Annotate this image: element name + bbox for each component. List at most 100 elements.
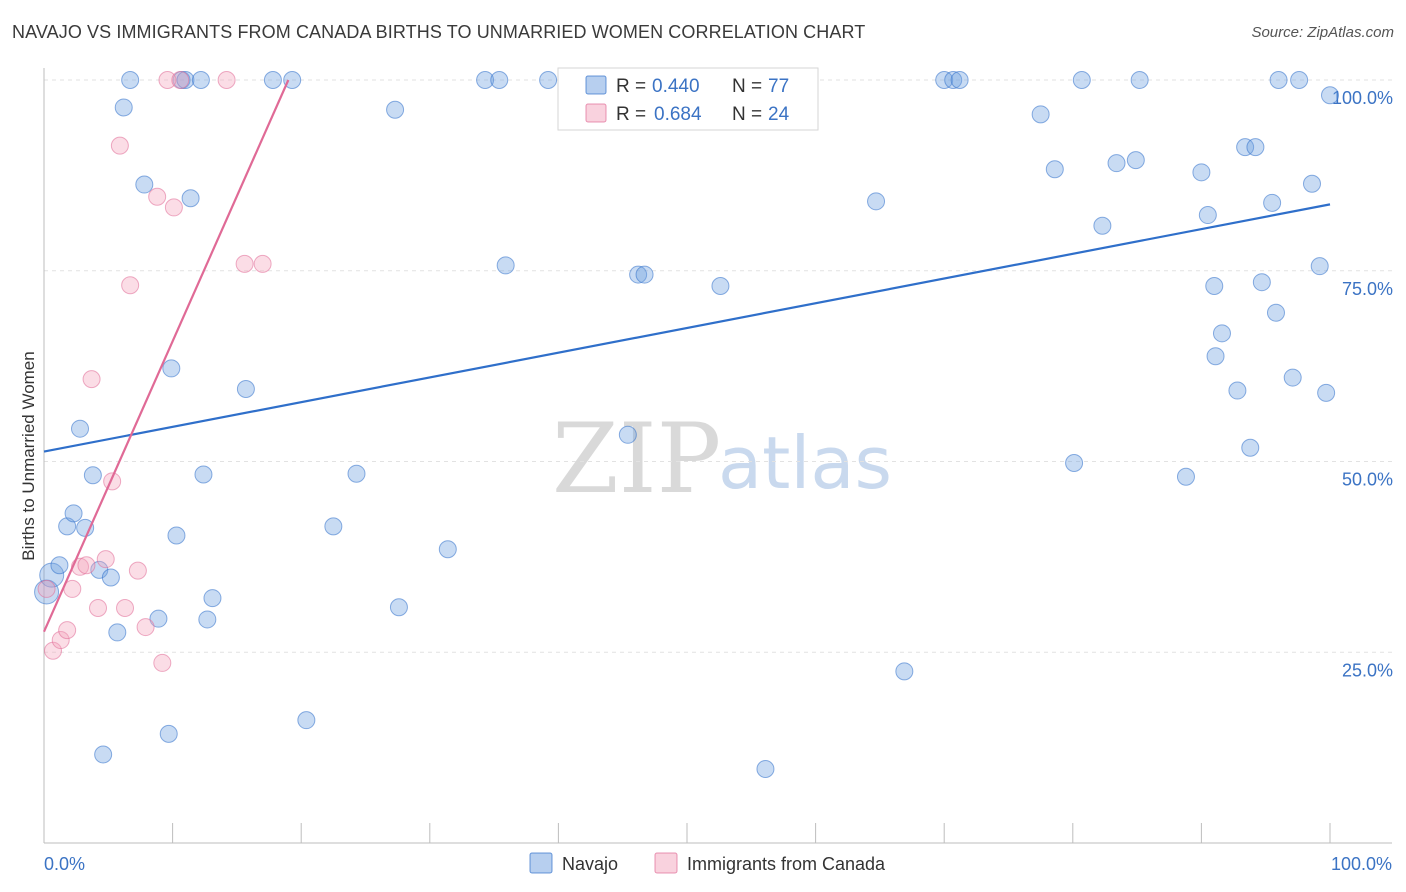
y-tick-label-75: 75.0% [1342,279,1393,299]
legend-r-value-navajo: 0.440 [652,76,700,97]
canada-point-22 [235,254,254,273]
navajo-point-43 [756,759,775,778]
canada-point-17 [153,653,172,672]
chart-title: NAVAJO VS IMMIGRANTS FROM CANADA BIRTHS … [12,22,866,42]
navajo-point-38 [539,71,558,89]
navajo-point-41 [635,265,654,284]
canada-point-1 [44,641,63,660]
navajo-point-47 [944,71,963,89]
canada-point-0 [37,579,56,598]
bottom-legend-label-canada: Immigrants from Canada [687,854,886,874]
canada-point-19 [164,198,183,217]
bottom-legend-label-navajo: Navajo [562,854,618,874]
watermark-zip: ZIP [552,403,721,515]
canada-point-20 [171,71,190,89]
navajo-trend-line [43,203,1331,453]
navajo-point-57 [1176,467,1195,486]
navajo-point-10 [101,568,120,587]
navajo-point-11 [108,623,127,642]
watermark-atlas: atlas [718,421,892,505]
source-label: Source: ZipAtlas.com [1251,24,1394,41]
legend-r-label-navajo: R = [616,76,646,97]
navajo-point-52 [1072,71,1091,89]
navajo-point-7 [83,466,102,485]
navajo-point-25 [203,589,222,608]
canada-points [37,71,272,672]
y-tick-labels: 25.0% 50.0% 75.0% 100.0% [1332,88,1393,680]
navajo-point-44 [867,192,886,211]
navajo-point-54 [1107,154,1126,173]
x-tick-label-max: 100.0% [1331,854,1392,874]
navajo-point-65 [1241,438,1260,457]
navajo-point-51 [1065,454,1084,473]
navajo-point-12 [114,98,133,117]
navajo-point-69 [1266,303,1285,322]
navajo-point-30 [324,517,343,536]
navajo-point-61 [1206,347,1225,366]
navajo-point-49 [1031,105,1050,124]
canada-point-3 [58,621,77,640]
navajo-point-5 [71,419,90,438]
series-legend: Navajo Immigrants from Canada [529,852,886,874]
y-axis-title: Births to Unmarried Women [19,351,38,560]
navajo-point-26 [236,380,255,399]
canada-point-15 [136,618,155,637]
navajo-point-76 [1321,86,1339,105]
legend-n-label-navajo: N = [732,76,762,97]
canada-point-7 [82,370,101,389]
y-tick-label-50: 50.0% [1342,470,1393,490]
navajo-point-27 [263,71,282,89]
navajo-point-28 [283,71,302,89]
canada-point-8 [89,598,108,617]
navajo-point-13 [121,71,140,89]
navajo-point-75 [1317,383,1336,402]
legend-n-value-navajo: 77 [768,76,789,97]
navajo-point-14 [135,175,154,194]
navajo-point-33 [389,598,408,617]
navajo-point-39 [618,425,637,444]
navajo-point-50 [1045,160,1064,179]
bottom-legend-swatch-navajo [529,852,553,874]
canada-point-6 [77,556,96,575]
navajo-point-35 [476,71,495,89]
navajo-point-55 [1126,151,1145,170]
legend-n-value-canada: 24 [768,104,790,125]
navajo-point-67 [1252,273,1271,292]
navajo-point-46 [935,71,954,89]
navajo-point-59 [1198,206,1217,225]
canada-point-12 [116,598,135,617]
navajo-point-74 [1310,257,1329,276]
navajo-point-66 [1246,138,1265,157]
legend-n-label-canada: N = [732,104,762,125]
canada-trend-line [42,79,290,633]
canada-point-18 [158,71,177,89]
navajo-point-29 [297,711,316,730]
navajo-point-71 [1283,368,1302,387]
canada-point-11 [110,136,129,155]
canada-point-2 [51,631,70,650]
canada-point-9 [96,550,115,569]
x-tick-label-min: 0.0% [44,854,85,874]
legend-swatch-canada [585,103,607,123]
navajo-point-34 [438,540,457,559]
x-axis-ticks [172,823,1331,843]
canada-point-21 [217,71,236,89]
navajo-point-31 [347,464,366,483]
navajo-point-64 [1236,138,1255,157]
navajo-point-42 [711,277,730,296]
navajo-point-68 [1263,193,1282,212]
navajo-point-36 [490,71,509,89]
navajo-point-20 [176,71,195,89]
navajo-point-17 [162,359,181,378]
navajo-point-9 [94,745,113,764]
navajo-point-70 [1269,71,1288,89]
navajo-point-63 [1228,381,1247,400]
navajo-points [34,71,1339,778]
legend-swatch-navajo [585,75,607,95]
navajo-point-16 [159,724,178,743]
bottom-legend-swatch-canada [654,852,678,874]
canada-point-23 [253,254,272,273]
navajo-point-15 [149,609,168,628]
legend-r-value-canada: 0.684 [654,104,702,125]
